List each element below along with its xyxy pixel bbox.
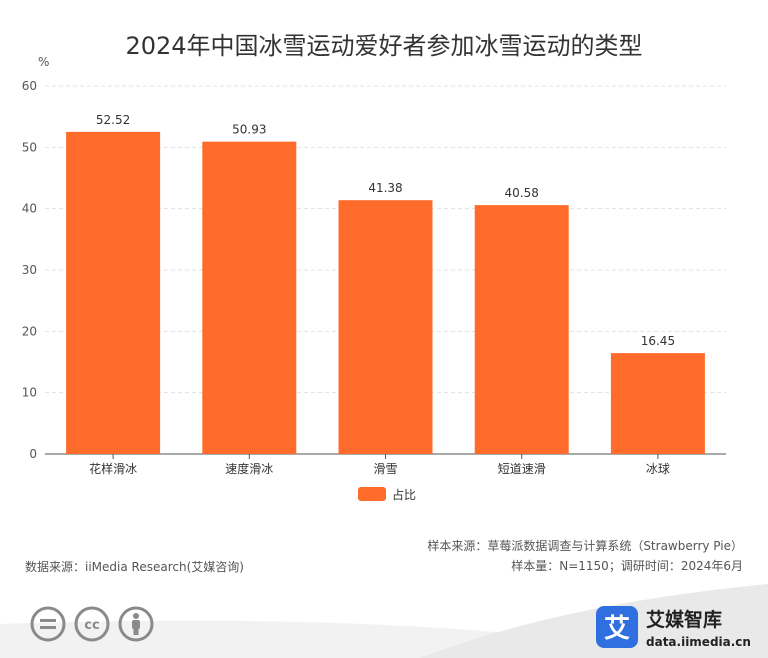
y-tick-label: 40 — [22, 202, 37, 216]
y-tick-label: 60 — [22, 79, 37, 93]
license-icons: cc — [30, 606, 154, 642]
bar — [202, 141, 297, 454]
footer-band — [0, 584, 768, 658]
logo-mark: 艾 — [604, 614, 630, 644]
bar-value-label: 50.93 — [232, 123, 266, 137]
x-tick-label: 速度滑冰 — [225, 461, 273, 476]
bar-value-label: 41.38 — [368, 181, 402, 195]
cc-icon: cc — [74, 606, 110, 642]
y-axis-label: % — [38, 55, 49, 69]
bar — [66, 131, 161, 455]
legend-swatch — [358, 487, 386, 501]
bar-chart: 0 10 20 30 40 50 60 花样滑冰 速度滑冰 滑雪 短道速滑 冰球 52.52 50.93… — [22, 55, 726, 476]
x-tick-label: 滑雪 — [373, 462, 397, 476]
bar — [474, 205, 569, 454]
bar — [610, 353, 705, 454]
bar — [338, 200, 433, 454]
logo-url: data.iimedia.cn — [646, 635, 751, 649]
person-icon — [118, 606, 154, 642]
y-tick-label: 30 — [22, 263, 37, 277]
data-source: 数据来源：iiMedia Research(艾媒咨询) — [25, 560, 244, 574]
x-tick-label: 花样滑冰 — [89, 461, 137, 476]
legend: 占比 — [358, 487, 417, 502]
data-labels: 52.52 50.93 41.38 40.58 16.45 — [96, 113, 675, 348]
x-tick-label: 冰球 — [646, 462, 670, 476]
bar-value-label: 16.45 — [641, 334, 675, 348]
x-tick-label: 短道速滑 — [498, 462, 546, 476]
y-tick-label: 0 — [29, 447, 37, 461]
sample-info: 样本量：N=1150；调研时间：2024年6月 — [511, 559, 743, 573]
logo-mark-box — [596, 606, 638, 648]
iimedia-logo: 艾 艾媒智库 data.iimedia.cn — [596, 606, 751, 649]
y-tick-label: 20 — [22, 324, 37, 338]
cc-icon-text: cc — [84, 618, 99, 633]
bar-value-label: 40.58 — [505, 186, 539, 200]
y-tick-label: 10 — [22, 386, 37, 400]
logo-name: 艾媒智库 — [646, 608, 722, 631]
chart-title: 2024年中国冰雪运动爱好者参加冰雪运动的类型 — [125, 32, 643, 60]
equals-icon — [30, 606, 66, 642]
sample-source: 样本来源：草莓派数据调查与计算系统（Strawberry Pie） — [427, 539, 743, 553]
bar-value-label: 52.52 — [96, 113, 130, 127]
legend-label: 占比 — [392, 487, 417, 502]
bars — [66, 131, 705, 455]
y-tick-label: 50 — [22, 140, 37, 154]
